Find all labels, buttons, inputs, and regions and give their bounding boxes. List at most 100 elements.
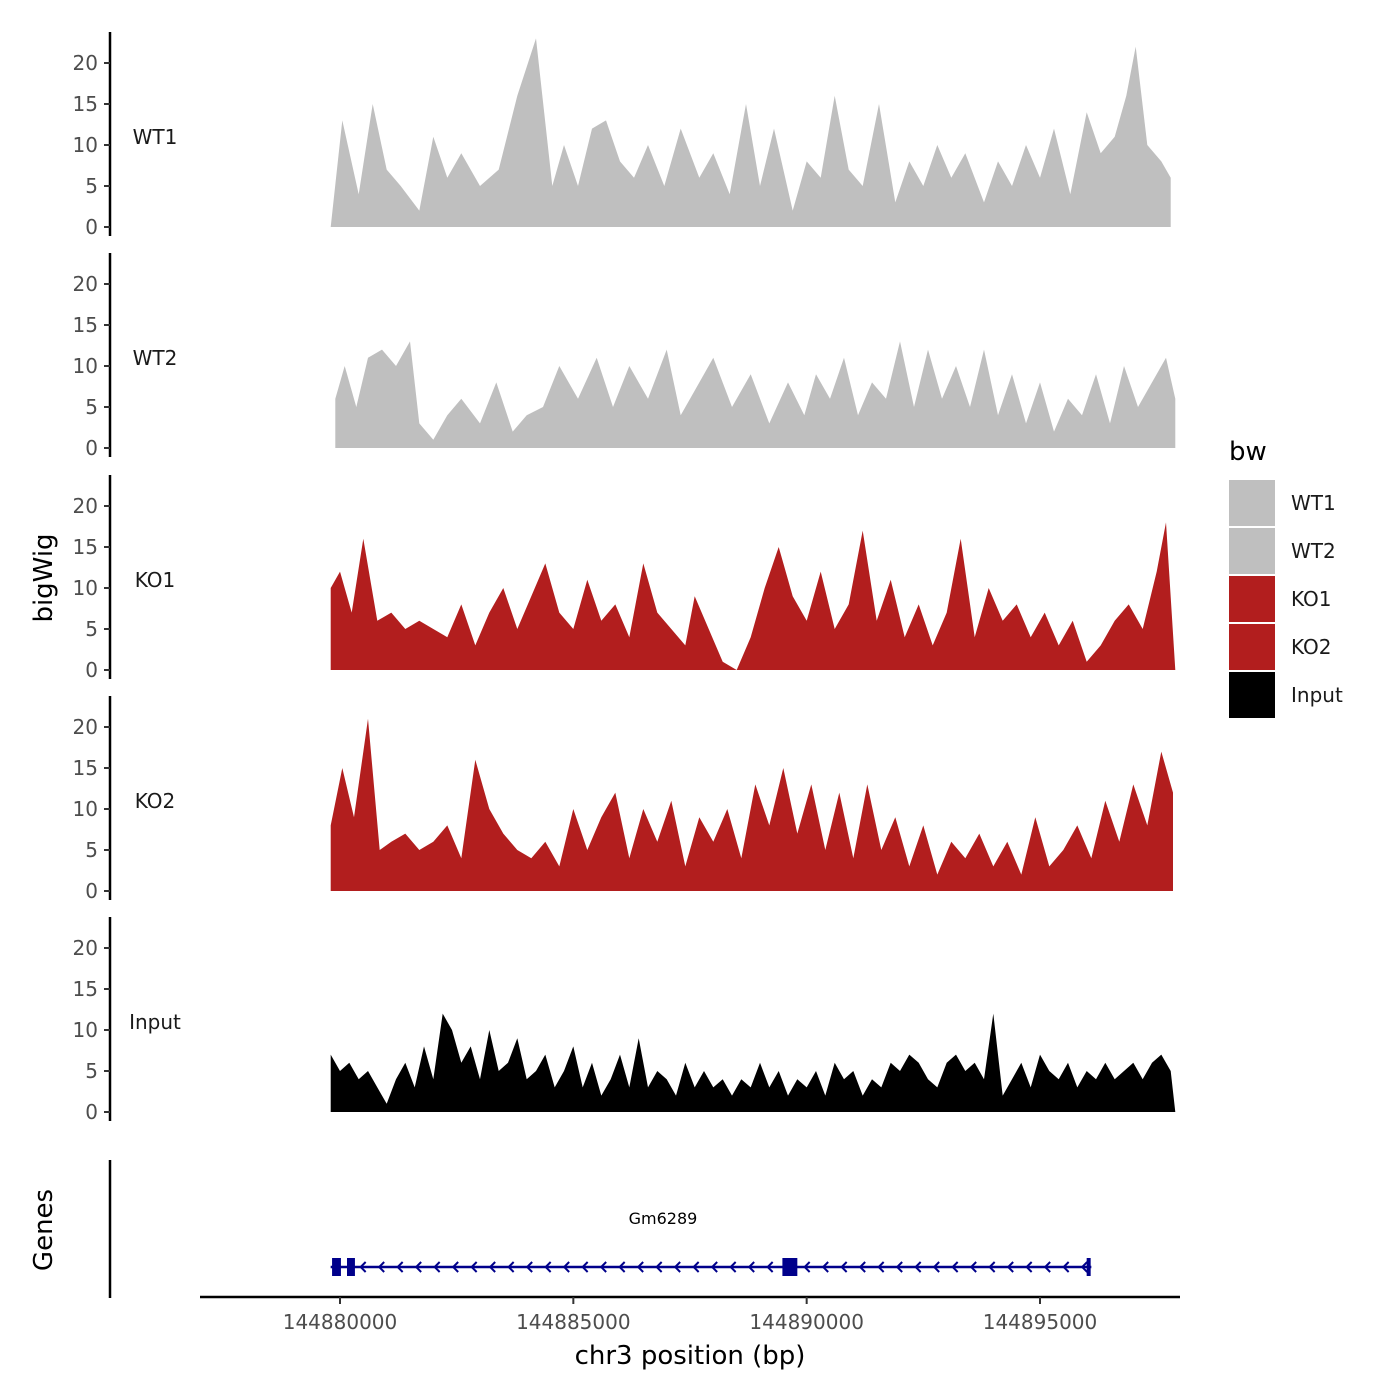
genes-axis-title: Genes [29, 1189, 59, 1271]
strand-arrow [729, 1261, 737, 1273]
strand-arrow [433, 1261, 441, 1273]
y-tick-label: 10 [73, 354, 98, 378]
legend-key-wt2 [1229, 528, 1275, 574]
x-tick-label: 144890000 [749, 1310, 864, 1334]
gene-track: Gm6289 [108, 1160, 1092, 1298]
strand-arrow [692, 1261, 700, 1273]
strand-arrow [988, 1261, 996, 1273]
strand-arrow [451, 1261, 459, 1273]
x-axis-title: chr3 position (bp) [575, 1341, 806, 1371]
strand-arrow [581, 1261, 589, 1273]
strand-arrow [599, 1261, 607, 1273]
strand-arrow [747, 1261, 755, 1273]
y-tick-label: 0 [85, 1100, 98, 1124]
signal-area-wt2 [335, 341, 1176, 448]
y-axis-title: bigWig [29, 533, 59, 622]
signal-area-wt1 [330, 38, 1171, 228]
y-tick-label: 5 [85, 174, 98, 198]
y-tick-label: 15 [73, 313, 98, 337]
track-label: Input [129, 1010, 181, 1034]
x-axis: 144880000 144885000 144890000 144895000 [200, 1295, 1180, 1334]
strand-arrow [858, 1261, 866, 1273]
y-tick-label: 5 [85, 617, 98, 641]
legend-label-wt1: WT1 [1291, 491, 1336, 515]
y-tick-label: 0 [85, 658, 98, 682]
strand-arrow [359, 1261, 367, 1273]
legend-key-wt1 [1229, 480, 1275, 526]
strand-arrow [710, 1261, 718, 1273]
y-tick-label: 0 [85, 879, 98, 903]
strand-arrow [1062, 1261, 1070, 1273]
strand-arrow [877, 1261, 885, 1273]
legend-label-ko1: KO1 [1291, 587, 1332, 611]
strand-arrow [636, 1261, 644, 1273]
strand-arrow [673, 1261, 681, 1273]
y-tick-label: 5 [85, 395, 98, 419]
track-wt2: 0 5 10 15 20 WT2 [73, 253, 1176, 460]
strand-arrow [544, 1261, 552, 1273]
strand-arrow [895, 1261, 903, 1273]
y-tick-label: 15 [73, 977, 98, 1001]
legend-key-ko1 [1229, 576, 1275, 622]
track-label: WT1 [133, 125, 178, 149]
y-tick-label: 10 [73, 797, 98, 821]
legend-label-input: Input [1291, 683, 1343, 707]
exon [1086, 1258, 1091, 1276]
legend-label-ko2: KO2 [1291, 635, 1332, 659]
tracks-layer: 0 5 10 15 20 WT1 0 5 10 15 20 WT2 0 5 10 15 20 KO1 0 5 10 15 2… [73, 32, 1176, 1124]
strand-arrow [525, 1261, 533, 1273]
y-tick-label: 10 [73, 1018, 98, 1042]
y-tick-label: 15 [73, 92, 98, 116]
exon [782, 1258, 798, 1276]
y-tick-label: 20 [73, 51, 98, 75]
strand-arrow [1043, 1261, 1051, 1273]
strand-arrow [470, 1261, 478, 1273]
track-label: WT2 [133, 346, 178, 370]
strand-arrow [1006, 1261, 1014, 1273]
y-tick-label: 10 [73, 133, 98, 157]
y-tick-label: 0 [85, 215, 98, 239]
track-wt1: 0 5 10 15 20 WT1 [73, 32, 1171, 239]
gene-name-label: Gm6289 [629, 1209, 698, 1228]
track-ko1: 0 5 10 15 20 KO1 [73, 475, 1176, 682]
legend-key-input [1229, 672, 1275, 718]
track-label: KO1 [135, 568, 176, 592]
strand-arrow [821, 1261, 829, 1273]
exon [332, 1258, 341, 1276]
legend-label-wt2: WT2 [1291, 539, 1336, 563]
strand-arrow [507, 1261, 515, 1273]
legend-key-ko2 [1229, 624, 1275, 670]
strand-arrow [396, 1261, 404, 1273]
strand-arrow [488, 1261, 496, 1273]
strand-arrow [951, 1261, 959, 1273]
x-tick-label: 144885000 [516, 1310, 631, 1334]
exon [347, 1258, 355, 1276]
y-tick-label: 0 [85, 436, 98, 460]
x-tick-label: 144880000 [283, 1310, 398, 1334]
signal-area-input [330, 1013, 1176, 1112]
x-tick-label: 144895000 [983, 1310, 1098, 1334]
signal-area-ko1 [330, 522, 1176, 670]
track-input: 0 5 10 15 20 Input [73, 917, 1176, 1124]
y-tick-label: 5 [85, 1059, 98, 1083]
y-tick-label: 15 [73, 756, 98, 780]
strand-arrow [803, 1261, 811, 1273]
track-label: KO2 [135, 789, 176, 813]
track-ko2: 0 5 10 15 20 KO2 [73, 696, 1173, 903]
y-tick-label: 20 [73, 715, 98, 739]
strand-arrow [914, 1261, 922, 1273]
y-tick-label: 20 [73, 936, 98, 960]
y-tick-label: 15 [73, 535, 98, 559]
strand-arrow [840, 1261, 848, 1273]
y-tick-label: 10 [73, 576, 98, 600]
y-tick-label: 20 [73, 494, 98, 518]
strand-arrow [414, 1261, 422, 1273]
y-tick-label: 20 [73, 272, 98, 296]
signal-area-ko2 [330, 718, 1173, 891]
y-tick-label: 5 [85, 838, 98, 862]
strand-arrow [1025, 1261, 1033, 1273]
legend: bw WT1 WT2 KO1 KO2 Input [1229, 437, 1343, 718]
strand-arrow [655, 1261, 663, 1273]
strand-arrow [932, 1261, 940, 1273]
